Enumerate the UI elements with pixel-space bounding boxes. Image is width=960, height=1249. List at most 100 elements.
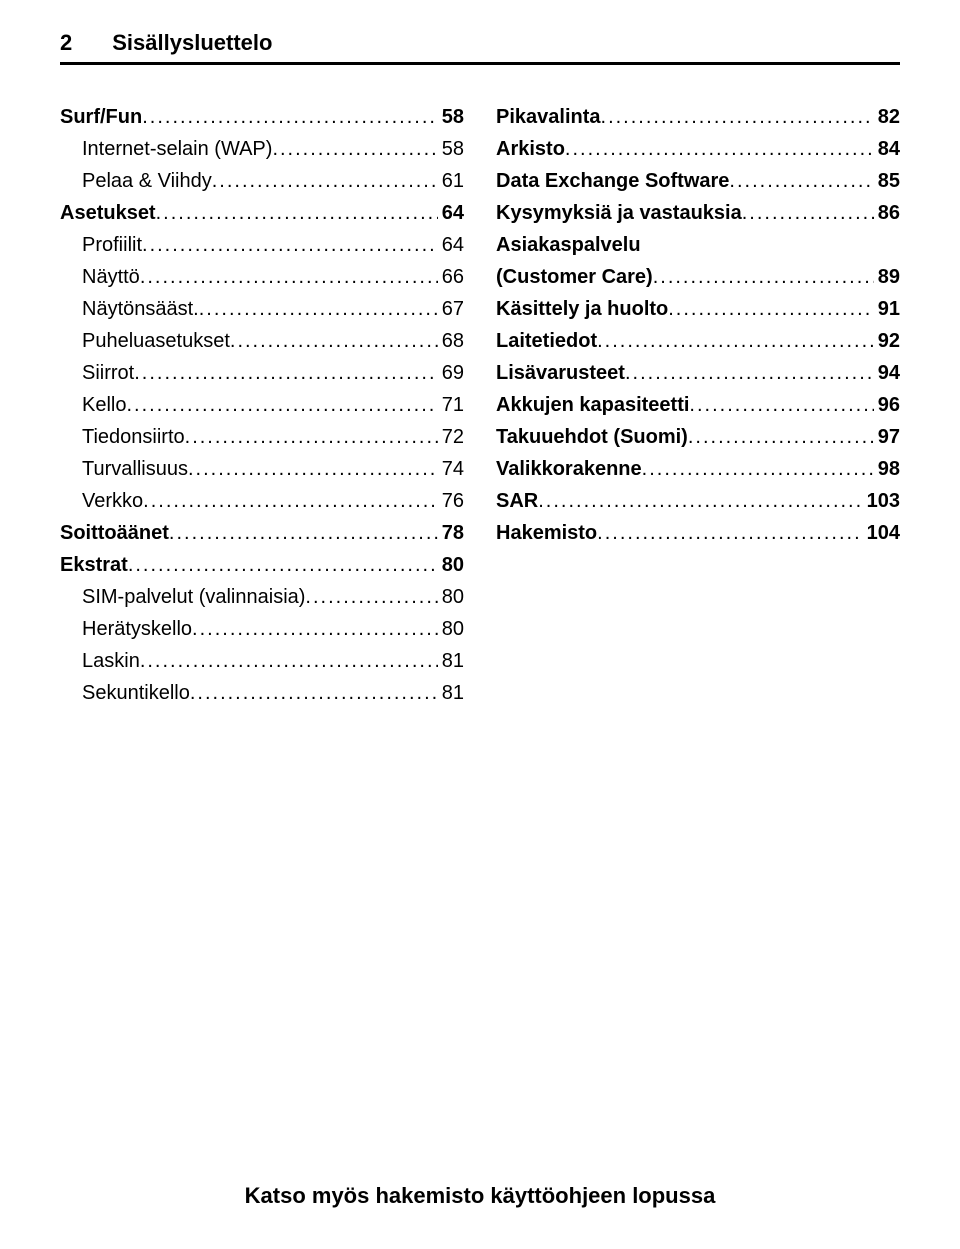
toc-leader [272,133,437,165]
toc-leader [190,677,438,709]
toc-page: 104 [863,517,900,549]
toc-label: Näytönsääst. [60,293,199,325]
toc-leader [140,261,438,293]
toc-leader [140,645,438,677]
toc-leader [143,485,438,517]
toc-row: Käsittely ja huolto91 [496,293,900,325]
toc-leader [156,197,438,229]
toc-label: Asetukset [60,197,156,229]
toc-leader [625,357,874,389]
toc-label: Arkisto [496,133,565,165]
toc-leader [538,485,862,517]
toc-leader [689,389,873,421]
toc-page: 97 [874,421,900,453]
toc-label: Pikavalinta [496,101,601,133]
toc-page: 72 [438,421,464,453]
toc-label: Verkko [60,485,143,517]
toc-label: Takuuehdot (Suomi) [496,421,688,453]
toc-leader [126,389,437,421]
toc-leader [230,325,438,357]
toc-label: Siirrot [60,357,134,389]
toc-label: Pelaa & Viihdy [60,165,212,197]
toc-column-left: Surf/Fun 58Internet-selain (WAP)58Pelaa &… [60,101,464,709]
toc-label: Surf/Fun [60,101,142,133]
toc-leader [185,421,438,453]
toc-row: Sekuntikello81 [60,677,464,709]
toc-page: 78 [438,517,464,549]
toc-page: 71 [438,389,464,421]
toc-column-right: Pikavalinta82Arkisto84Data Exchange Soft… [496,101,900,709]
toc-leader [597,517,862,549]
toc-leader [601,101,874,133]
toc-row: Näytönsääst. 67 [60,293,464,325]
toc-page: 69 [438,357,464,389]
toc-label: Kello [60,389,126,421]
toc-row: Takuuehdot (Suomi) 97 [496,421,900,453]
toc-label: Ekstrat [60,549,128,581]
toc-row: Kello 71 [60,389,464,421]
toc-page: 80 [438,549,464,581]
toc-row: Soittoäänet78 [60,517,464,549]
toc-row: Siirrot 69 [60,357,464,389]
toc-label: Profiilit [60,229,142,261]
toc-label: SAR [496,485,538,517]
toc-row: Surf/Fun 58 [60,101,464,133]
toc-row: Data Exchange Software85 [496,165,900,197]
toc-label: Tiedonsiirto [60,421,185,453]
toc-row: Pikavalinta82 [496,101,900,133]
toc-row: SIM-palvelut (valinnaisia)80 [60,581,464,613]
toc-leader [305,581,437,613]
toc-columns: Surf/Fun 58Internet-selain (WAP)58Pelaa &… [60,101,900,709]
toc-page: 68 [438,325,464,357]
toc-page: 91 [874,293,900,325]
toc-leader [729,165,873,197]
toc-page: 96 [874,389,900,421]
toc-page: 61 [438,165,464,197]
toc-row: Asiakaspalvelu [496,229,900,261]
toc-row: Lisävarusteet94 [496,357,900,389]
page-title: Sisällysluettelo [112,30,272,56]
toc-row: Verkko 76 [60,485,464,517]
toc-label: Asiakaspalvelu [496,229,641,261]
toc-row: Herätyskello80 [60,613,464,645]
toc-label: Hakemisto [496,517,597,549]
toc-page: 66 [438,261,464,293]
toc-label: Näyttö [60,261,140,293]
toc-row: Turvallisuus74 [60,453,464,485]
toc-label: Sekuntikello [60,677,190,709]
toc-row: Pelaa & Viihdy 61 [60,165,464,197]
toc-leader [565,133,874,165]
toc-leader [128,549,438,581]
toc-leader [212,165,438,197]
toc-leader [134,357,438,389]
toc-row: Valikkorakenne98 [496,453,900,485]
toc-row: SAR103 [496,485,900,517]
toc-leader [597,325,874,357]
toc-label: Akkujen kapasiteetti [496,389,689,421]
toc-row: Profiilit64 [60,229,464,261]
toc-page: 67 [438,293,464,325]
toc-leader [188,453,438,485]
toc-page: 92 [874,325,900,357]
toc-row: Näyttö 66 [60,261,464,293]
toc-leader [688,421,874,453]
toc-label: Herätyskello [60,613,192,645]
toc-page: 76 [438,485,464,517]
toc-page: 85 [874,165,900,197]
page-number: 2 [60,30,72,56]
toc-page: 98 [874,453,900,485]
toc-label: Internet-selain (WAP) [60,133,272,165]
toc-label: Kysymyksiä ja vastauksia [496,197,742,229]
toc-page: 58 [438,101,464,133]
toc-row: Puheluasetukset 68 [60,325,464,357]
toc-row: Internet-selain (WAP)58 [60,133,464,165]
toc-page: 89 [874,261,900,293]
toc-leader [742,197,874,229]
toc-label: Laskin [60,645,140,677]
toc-label: (Customer Care) [496,261,653,293]
toc-row: Laitetiedot92 [496,325,900,357]
toc-leader [668,293,874,325]
toc-leader [192,613,438,645]
toc-row: Kysymyksiä ja vastauksia86 [496,197,900,229]
toc-label: Puheluasetukset [60,325,230,357]
